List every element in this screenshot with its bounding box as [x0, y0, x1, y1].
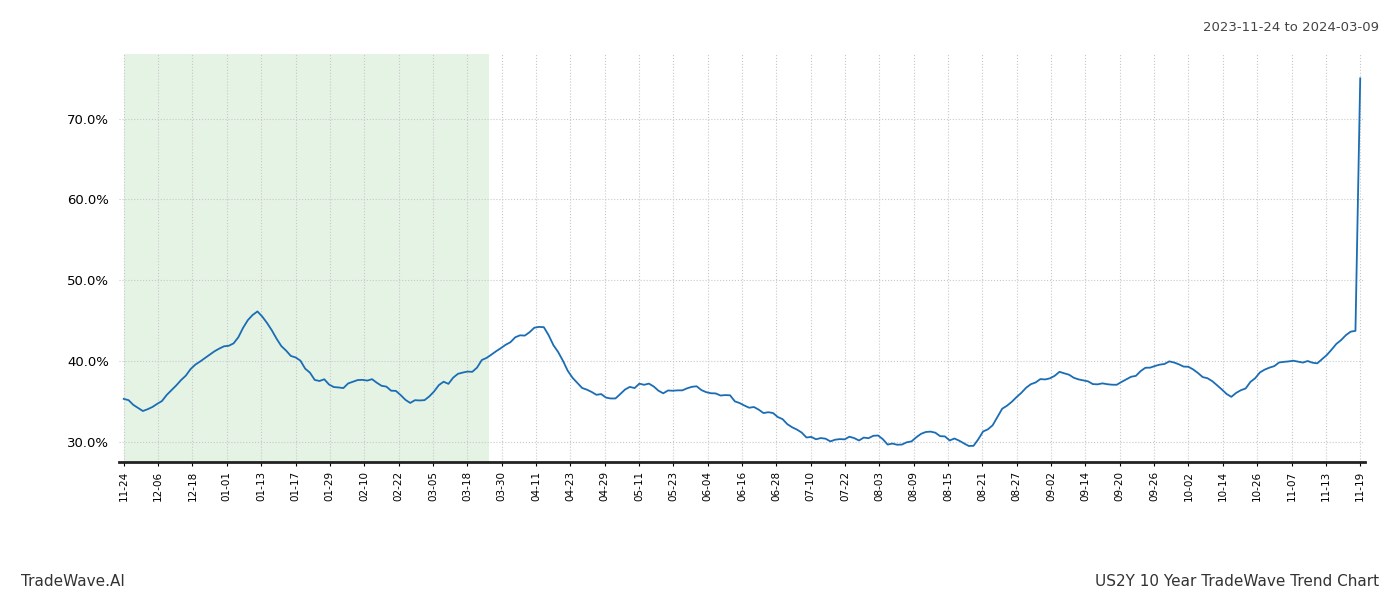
Text: TradeWave.AI: TradeWave.AI — [21, 574, 125, 589]
Text: 2023-11-24 to 2024-03-09: 2023-11-24 to 2024-03-09 — [1203, 21, 1379, 34]
Text: US2Y 10 Year TradeWave Trend Chart: US2Y 10 Year TradeWave Trend Chart — [1095, 574, 1379, 589]
Bar — [123, 54, 489, 462]
